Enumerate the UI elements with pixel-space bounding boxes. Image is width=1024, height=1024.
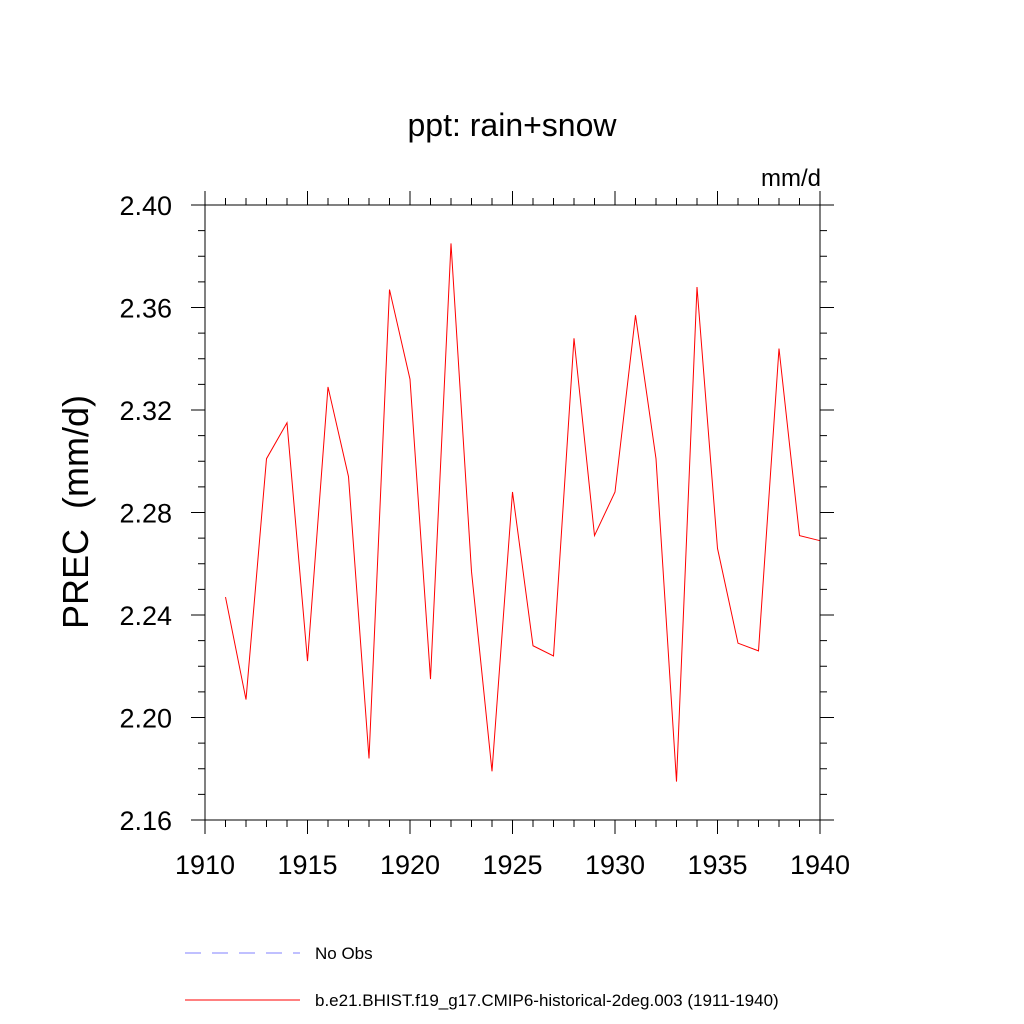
legend-label-model: b.e21.BHIST.f19_g17.CMIP6-historical-2de… xyxy=(315,991,779,1010)
units-label: mm/d xyxy=(761,165,821,192)
axis-tick-labels: 1910 1915 1920 1925 1930 1935 1940 2.16 2.20 2.24… xyxy=(119,191,850,880)
y-axis-label: PREC (mm/d) xyxy=(55,395,96,629)
x-tick-label: 1930 xyxy=(585,850,645,880)
series-layer xyxy=(225,243,821,782)
y-tick-label: 2.28 xyxy=(119,499,172,529)
legend: No Obs b.e21.BHIST.f19_g17.CMIP6-histori… xyxy=(185,944,779,1010)
series-line-model xyxy=(225,243,821,782)
x-tick-label: 1910 xyxy=(175,850,235,880)
axis-ticks xyxy=(191,191,834,834)
y-tick-label: 2.36 xyxy=(119,294,172,324)
y-tick-label: 2.20 xyxy=(119,704,172,734)
y-tick-label: 2.24 xyxy=(119,601,172,631)
x-tick-label: 1915 xyxy=(277,850,337,880)
y-tick-label: 2.40 xyxy=(119,191,172,221)
x-tick-label: 1925 xyxy=(482,850,542,880)
legend-label-no-obs: No Obs xyxy=(315,944,373,963)
x-tick-label: 1920 xyxy=(380,850,440,880)
y-tick-label: 2.32 xyxy=(119,396,172,426)
chart-title: ppt: rain+snow xyxy=(407,107,617,143)
y-tick-label: 2.16 xyxy=(119,806,172,836)
x-tick-label: 1935 xyxy=(687,850,747,880)
x-tick-label: 1940 xyxy=(790,850,850,880)
plot-frame xyxy=(204,204,821,821)
